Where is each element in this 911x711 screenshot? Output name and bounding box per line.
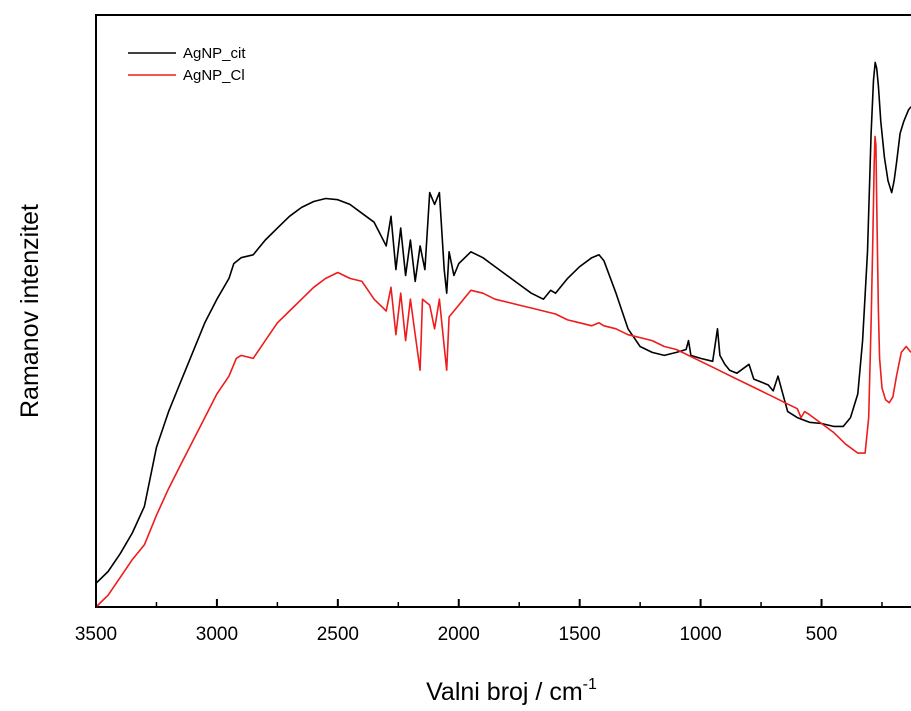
- x-tick-label: 2000: [438, 624, 480, 645]
- x-axis-label-superscript: -1: [583, 676, 597, 693]
- series-layer: [95, 61, 911, 608]
- x-tick-label: 2500: [317, 624, 359, 645]
- series-line-agnp-cit: [95, 61, 911, 584]
- legend-label: AgNP_cit: [183, 45, 246, 62]
- x-axis-label: Valni broj / cm-1: [426, 676, 597, 706]
- x-tick-label: 3500: [75, 624, 117, 645]
- x-tick-label: 3000: [196, 624, 238, 645]
- x-axis: 3500 3000 2500 2000 1500 1000 500: [75, 599, 883, 645]
- legend: AgNP_cit AgNP_Cl: [128, 45, 246, 84]
- x-axis-label-text: Valni broj / cm: [426, 678, 583, 706]
- plot-area: 3500 3000 2500 2000 1500 1000 500: [75, 14, 911, 645]
- x-tick-label: 1500: [559, 624, 601, 645]
- y-axis-label: Ramanov intenzitet: [16, 204, 44, 418]
- x-tick-label: 500: [806, 624, 838, 645]
- plot-frame: [95, 14, 911, 608]
- series-line-agnp-cl: [95, 135, 911, 608]
- legend-label: AgNP_Cl: [183, 67, 245, 84]
- x-tick-label: 1000: [679, 624, 721, 645]
